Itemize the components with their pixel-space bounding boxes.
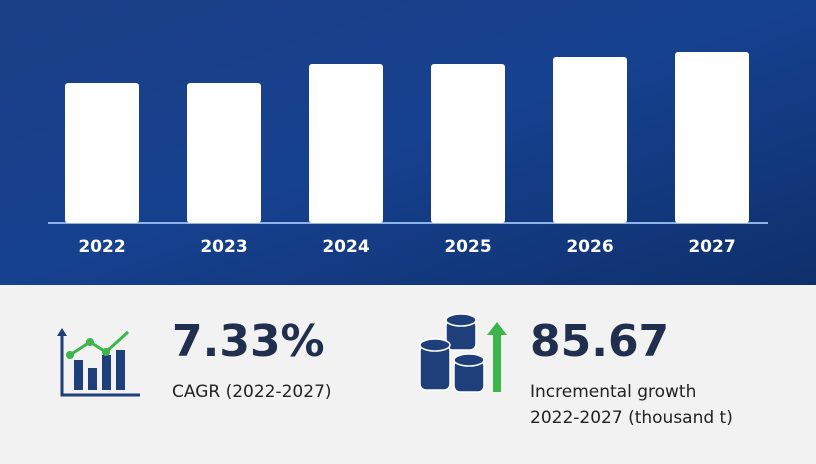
x-tick-label: 2023 [200, 237, 247, 257]
kpi-value: 7.33% [172, 316, 325, 367]
bar [65, 83, 139, 223]
x-tick-label: 2025 [444, 237, 491, 257]
kpi-label: Incremental growth [530, 382, 696, 402]
bar [553, 57, 627, 223]
x-tick-label: 2022 [78, 237, 125, 257]
coins-icon [419, 313, 485, 393]
growth-arrow [487, 322, 507, 392]
kpi-value: 85.67 [530, 316, 669, 367]
kpi-label: 2022-2027 (thousand t) [530, 408, 733, 428]
x-tick-label: 2026 [566, 237, 613, 257]
bar [675, 52, 749, 223]
kpi-panel [0, 285, 816, 464]
kpi-label: CAGR (2022-2027) [172, 382, 332, 402]
bar [187, 83, 261, 223]
cagr-icon [57, 328, 140, 397]
x-tick-label: 2024 [322, 237, 369, 257]
bar [309, 64, 383, 223]
x-tick-label: 2027 [688, 237, 735, 257]
bars: 2022 2023 2024 2025 2026 2027 [65, 52, 749, 257]
bar [431, 64, 505, 223]
